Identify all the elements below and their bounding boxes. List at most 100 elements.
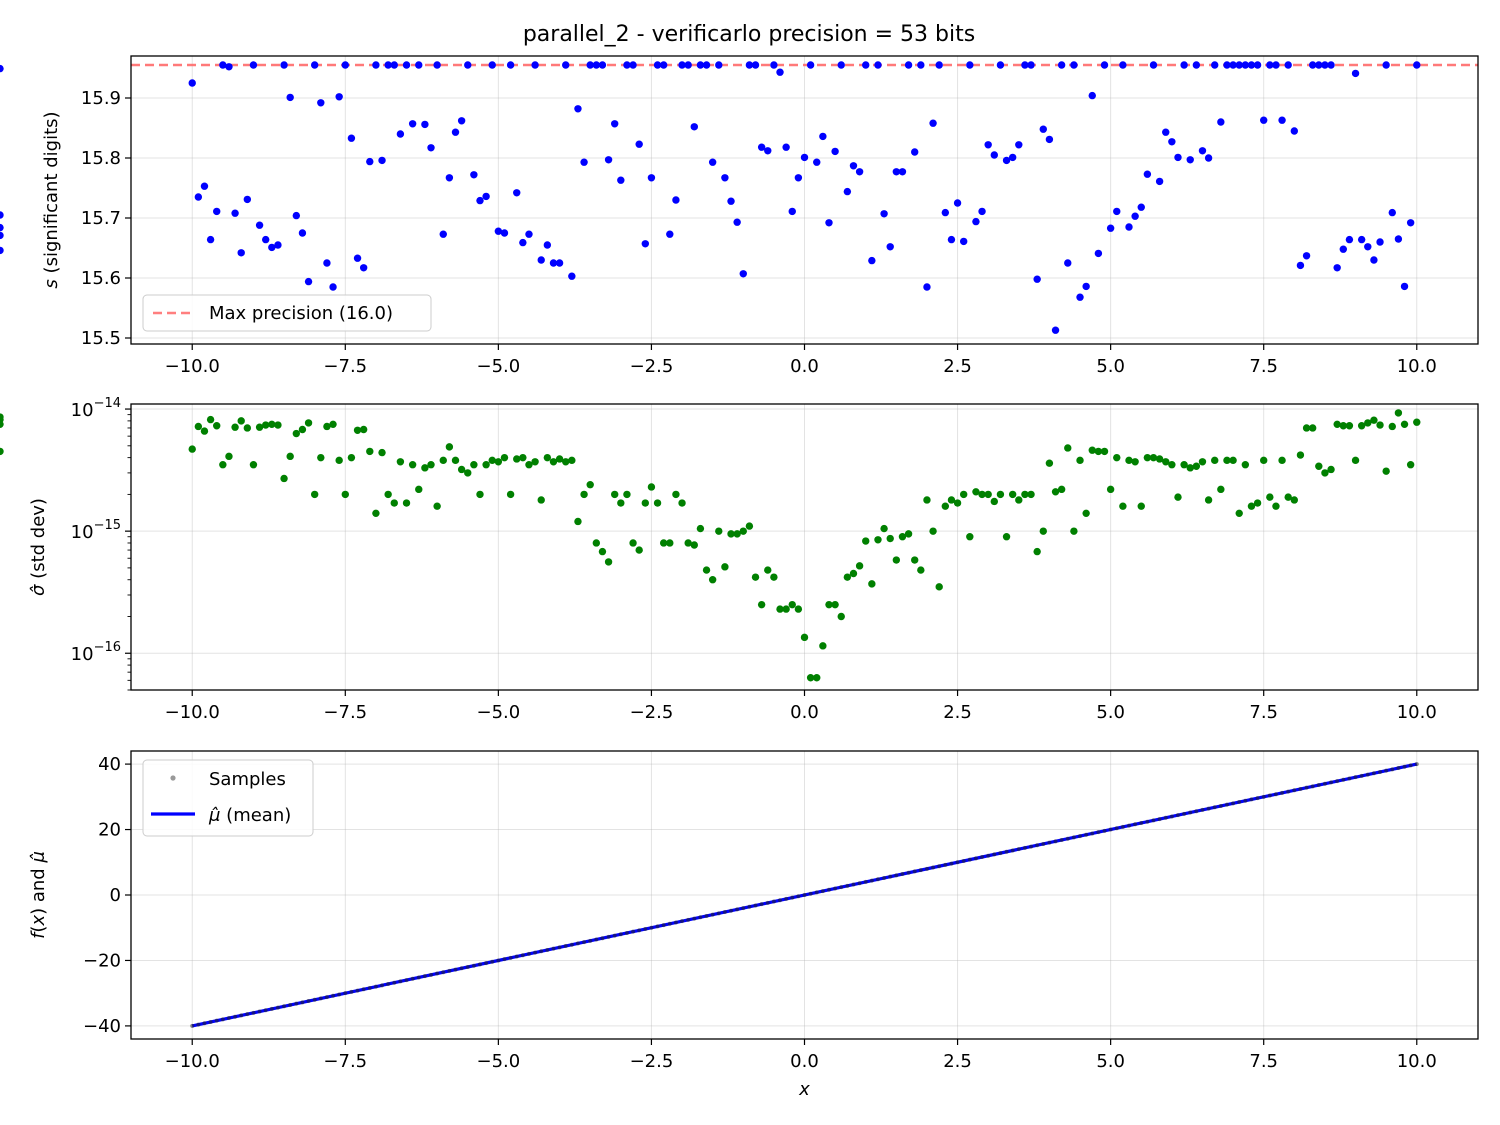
panel-1: −10.0 −7.5 −5.0 −2.5 0.0 2.5 5.0 7.5 10.0 15.5 15.…: [0, 55, 1479, 377]
sample-point: [1280, 790, 1285, 795]
data-point: [1198, 147, 1207, 155]
data-point: [200, 427, 209, 435]
data-point: [849, 569, 858, 578]
sample-point: [1261, 794, 1266, 799]
data-point: [1400, 282, 1409, 291]
data-point: [1149, 61, 1158, 69]
data-point: [1223, 456, 1231, 465]
sample-point: [1273, 792, 1278, 797]
sample-point: [502, 957, 507, 962]
data-point: [0, 211, 4, 219]
sample-point: [1010, 848, 1015, 853]
sample-point: [1200, 807, 1205, 812]
data-point: [1094, 447, 1103, 456]
legend-label: Max precision (16.0): [209, 303, 393, 324]
sample-point: [955, 860, 960, 865]
data-point: [929, 527, 937, 535]
y-axis-label: σ̂ (std dev): [28, 498, 49, 596]
data-point: [384, 61, 392, 69]
data-point: [1192, 61, 1201, 69]
data-point: [868, 256, 876, 265]
data-point: [972, 217, 980, 226]
data-point: [219, 461, 227, 469]
data-point: [268, 243, 276, 252]
data-point: [1064, 259, 1072, 267]
data-point: [1260, 456, 1268, 465]
data-point: [384, 490, 392, 499]
sample-point: [1163, 815, 1168, 820]
data-point: [1272, 61, 1280, 69]
data-point: [1290, 496, 1299, 504]
data-point: [206, 235, 215, 244]
data-point: [984, 141, 992, 149]
data-point: [874, 536, 882, 544]
sample-point: [1286, 789, 1291, 794]
data-point: [1155, 455, 1164, 463]
y-tick-label: −40: [83, 1016, 121, 1037]
data-point: [1180, 61, 1188, 69]
data-point: [764, 566, 772, 574]
data-point: [298, 229, 307, 237]
sample-point: [557, 945, 562, 950]
data-point: [880, 524, 888, 533]
data-point: [268, 420, 276, 429]
data-point: [359, 264, 368, 272]
sample-point: [649, 925, 654, 930]
data-point: [0, 415, 4, 424]
sample-point: [373, 984, 378, 989]
data-point: [476, 490, 484, 499]
data-point: [1357, 422, 1366, 430]
x-tick-label: 7.5: [1249, 702, 1278, 723]
data-point: [843, 573, 852, 581]
sample-point: [918, 868, 923, 873]
data-point: [1027, 61, 1035, 69]
data-point: [647, 483, 656, 491]
sample-point: [747, 904, 752, 909]
data-point: [415, 61, 423, 69]
sample-point: [808, 891, 813, 896]
sample-point: [1310, 784, 1315, 789]
data-point: [984, 490, 992, 499]
legend-label: Samples: [209, 769, 286, 790]
data-point: [231, 209, 239, 217]
data-point: [427, 144, 435, 152]
x-tick-label: −2.5: [630, 1051, 674, 1072]
data-point: [739, 527, 747, 535]
sample-point: [1084, 832, 1089, 837]
data-point: [543, 241, 552, 249]
x-tick-label: 7.5: [1249, 1051, 1278, 1072]
sample-point: [686, 917, 691, 922]
sample-point: [912, 869, 917, 874]
data-point: [304, 277, 313, 286]
data-point: [978, 490, 986, 499]
data-point: [678, 61, 686, 69]
data-point: [1388, 422, 1396, 431]
data-point: [1186, 156, 1194, 164]
sample-point: [704, 913, 709, 918]
legend-box: [142, 294, 432, 332]
data-point: [959, 490, 968, 499]
data-point: [1045, 459, 1054, 467]
sample-point: [1157, 817, 1162, 822]
sample-point: [220, 1017, 225, 1022]
data-point: [482, 192, 490, 201]
panel-3-frame: [130, 750, 1479, 1040]
sample-point: [490, 959, 495, 964]
sample-point: [882, 875, 887, 880]
sample-point: [900, 872, 905, 877]
data-point: [598, 61, 607, 69]
sample-point: [1188, 810, 1193, 815]
data-point: [1345, 422, 1354, 430]
sample-point: [331, 993, 336, 998]
sample-point: [771, 899, 776, 904]
data-point: [996, 61, 1005, 69]
sample-point: [361, 987, 366, 992]
sample-point: [729, 908, 734, 913]
data-point: [341, 61, 349, 69]
data-point: [1260, 116, 1268, 124]
sample-point: [1175, 813, 1180, 818]
data-point: [500, 453, 509, 462]
sample-point: [716, 911, 721, 916]
sample-point: [1120, 824, 1125, 829]
x-tick-label: −2.5: [630, 356, 674, 377]
